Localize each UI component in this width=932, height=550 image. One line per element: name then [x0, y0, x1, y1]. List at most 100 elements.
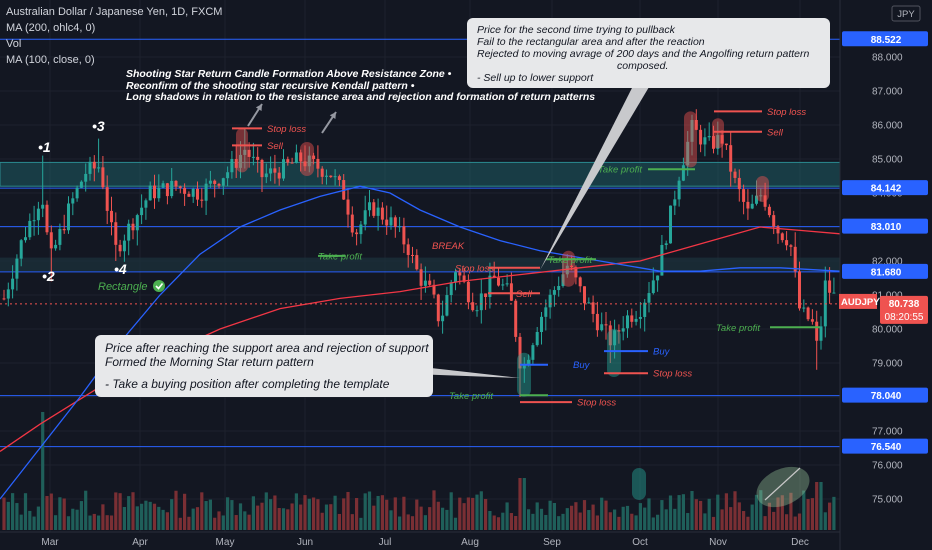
- candle[interactable]: [32, 220, 36, 222]
- candle[interactable]: [552, 290, 556, 295]
- candle[interactable]: [677, 180, 681, 200]
- candle[interactable]: [170, 180, 174, 197]
- candle[interactable]: [548, 294, 552, 308]
- level-price-tag[interactable]: [842, 387, 928, 403]
- candle[interactable]: [79, 181, 83, 188]
- candle[interactable]: [226, 172, 230, 179]
- resistance-zone[interactable]: [0, 161, 841, 187]
- candle[interactable]: [832, 292, 836, 294]
- candle[interactable]: [445, 295, 449, 316]
- candle[interactable]: [312, 155, 316, 159]
- candle[interactable]: [389, 217, 393, 226]
- candle[interactable]: [798, 271, 801, 309]
- candle[interactable]: [75, 187, 79, 199]
- candle[interactable]: [488, 275, 492, 298]
- candle[interactable]: [703, 137, 707, 145]
- candle[interactable]: [174, 180, 178, 187]
- candle[interactable]: [178, 186, 182, 188]
- candle[interactable]: [41, 204, 45, 209]
- candle[interactable]: [320, 168, 324, 177]
- candle[interactable]: [540, 316, 543, 332]
- candle[interactable]: [806, 307, 810, 320]
- candle[interactable]: [492, 275, 496, 278]
- ma100-legend[interactable]: MA (100, close, 0): [6, 54, 95, 66]
- candle[interactable]: [729, 145, 733, 172]
- candle[interactable]: [286, 159, 290, 163]
- candle[interactable]: [815, 321, 819, 341]
- candle[interactable]: [191, 188, 195, 197]
- candle[interactable]: [686, 141, 690, 166]
- candle[interactable]: [213, 180, 217, 184]
- candle[interactable]: [411, 254, 414, 256]
- candle[interactable]: [527, 359, 531, 366]
- candle[interactable]: [828, 280, 832, 293]
- candle[interactable]: [595, 313, 599, 331]
- candle[interactable]: [793, 246, 797, 272]
- candle[interactable]: [368, 202, 371, 211]
- candle[interactable]: [449, 282, 453, 296]
- candle[interactable]: [819, 326, 823, 341]
- candle[interactable]: [153, 185, 156, 199]
- level-price-tag[interactable]: [842, 180, 928, 196]
- candle[interactable]: [299, 152, 303, 162]
- candles[interactable]: [2, 109, 836, 397]
- candle[interactable]: [71, 198, 75, 204]
- candle[interactable]: [475, 310, 479, 312]
- candle[interactable]: [333, 176, 337, 178]
- candle[interactable]: [221, 178, 225, 186]
- candle[interactable]: [733, 171, 737, 178]
- candle[interactable]: [58, 228, 62, 245]
- candle[interactable]: [329, 175, 333, 178]
- candle[interactable]: [772, 215, 776, 227]
- candle[interactable]: [531, 345, 535, 360]
- candle[interactable]: [337, 176, 341, 181]
- candle[interactable]: [720, 135, 724, 144]
- candle[interactable]: [432, 284, 436, 295]
- candle[interactable]: [239, 154, 242, 168]
- candle[interactable]: [144, 200, 148, 208]
- candle[interactable]: [398, 226, 402, 228]
- candle[interactable]: [54, 244, 58, 249]
- candle[interactable]: [454, 272, 457, 283]
- candle[interactable]: [604, 324, 608, 326]
- candle[interactable]: [363, 210, 367, 225]
- candle[interactable]: [664, 243, 668, 245]
- candle[interactable]: [303, 161, 307, 167]
- candle[interactable]: [88, 161, 92, 174]
- candle[interactable]: [127, 223, 131, 241]
- candle[interactable]: [497, 277, 500, 286]
- candle[interactable]: [157, 187, 161, 199]
- candle[interactable]: [737, 177, 741, 190]
- candle[interactable]: [11, 278, 15, 290]
- candle[interactable]: [681, 165, 685, 181]
- candle[interactable]: [277, 172, 281, 179]
- candle[interactable]: [234, 159, 238, 168]
- candle[interactable]: [767, 206, 771, 216]
- candle[interactable]: [608, 325, 612, 346]
- candle[interactable]: [217, 183, 221, 186]
- candle[interactable]: [458, 272, 462, 276]
- candle[interactable]: [630, 315, 634, 322]
- candle[interactable]: [290, 162, 294, 164]
- candle[interactable]: [746, 201, 750, 209]
- volume-legend[interactable]: Vol: [6, 38, 22, 50]
- candle[interactable]: [273, 168, 277, 173]
- candle[interactable]: [256, 156, 260, 160]
- candle[interactable]: [522, 365, 526, 369]
- candle[interactable]: [101, 167, 105, 188]
- candle[interactable]: [755, 195, 758, 204]
- candle[interactable]: [742, 189, 746, 202]
- candle[interactable]: [36, 208, 40, 221]
- candle[interactable]: [260, 159, 264, 178]
- candle[interactable]: [165, 183, 169, 197]
- candle[interactable]: [471, 302, 475, 311]
- candle[interactable]: [282, 159, 285, 179]
- candle[interactable]: [587, 302, 591, 304]
- candle[interactable]: [509, 283, 513, 301]
- candle[interactable]: [514, 300, 518, 337]
- level-price-tag[interactable]: [842, 263, 928, 279]
- candle[interactable]: [626, 315, 629, 329]
- candle[interactable]: [196, 188, 199, 200]
- candle[interactable]: [780, 233, 784, 241]
